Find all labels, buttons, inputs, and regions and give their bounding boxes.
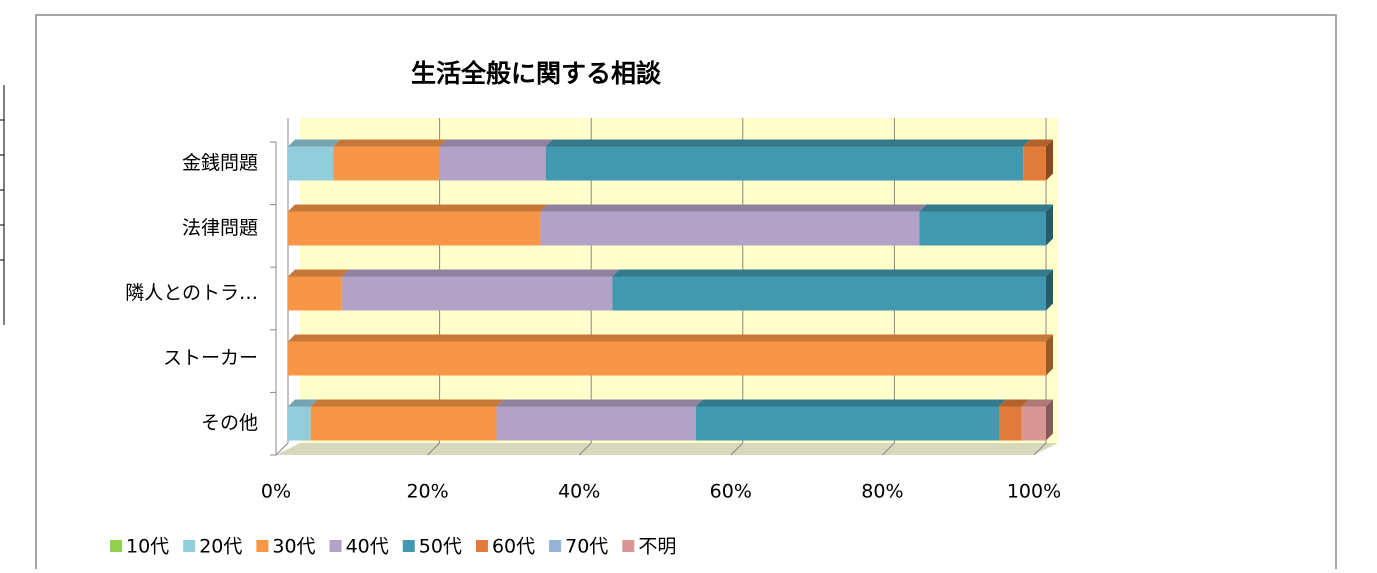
bar-top xyxy=(496,399,703,407)
legend-label: 不明 xyxy=(638,536,676,558)
bar xyxy=(612,276,1046,311)
x-tick-label: 100% xyxy=(1007,481,1061,503)
bar xyxy=(288,406,311,441)
floor xyxy=(276,443,1058,455)
bar xyxy=(540,211,920,246)
floor-grid-line xyxy=(730,442,744,456)
y-tick-label: 金銭問題 xyxy=(182,152,258,174)
bar-end xyxy=(1046,334,1053,376)
bar-top xyxy=(545,139,1031,147)
legend-label: 40代 xyxy=(346,536,389,558)
bar xyxy=(288,211,541,246)
legend-label: 30代 xyxy=(272,536,315,558)
bar xyxy=(919,211,1046,246)
y-tick-label: ストーカー xyxy=(163,347,258,369)
bar-top xyxy=(288,269,349,277)
bar xyxy=(288,146,334,181)
bar-top xyxy=(288,334,1053,342)
bar xyxy=(341,276,613,311)
bar-top xyxy=(288,399,318,407)
bar xyxy=(1021,406,1046,441)
legend-swatch xyxy=(183,540,196,552)
floor-grid-line xyxy=(427,442,440,456)
bar xyxy=(288,276,342,311)
bar xyxy=(1023,146,1046,181)
bar xyxy=(999,406,1022,441)
legend-swatch xyxy=(256,540,269,552)
bar-end xyxy=(1046,269,1053,311)
legend-swatch xyxy=(402,540,415,552)
legend-label: 50代 xyxy=(419,536,462,558)
legend-label: 70代 xyxy=(565,536,608,558)
legend-label: 20代 xyxy=(199,536,242,558)
bar-top xyxy=(695,399,1007,407)
side-table xyxy=(0,85,5,325)
bar-end xyxy=(1046,204,1053,246)
x-tick-label: 40% xyxy=(558,481,600,503)
x-tick-label: 60% xyxy=(710,481,752,503)
bar-top xyxy=(288,204,548,212)
bar-top xyxy=(288,139,341,147)
bar xyxy=(545,146,1024,181)
legend-swatch xyxy=(329,540,342,552)
legend-swatch xyxy=(622,540,635,552)
bar xyxy=(333,146,440,181)
bar-top xyxy=(1023,139,1053,147)
y-tick-label: その他 xyxy=(201,412,258,434)
y-tick-label: 隣人とのトラ… xyxy=(125,282,258,304)
legend-swatch xyxy=(549,540,562,552)
y-tick-label: 法律問題 xyxy=(182,217,258,239)
bar-top xyxy=(540,204,927,212)
bar-top xyxy=(919,204,1053,212)
floor-grid-line xyxy=(1033,442,1047,456)
bar-top xyxy=(1021,399,1053,407)
x-tick-label: 20% xyxy=(406,481,448,503)
floor-grid-line xyxy=(275,442,289,456)
bar xyxy=(439,146,546,181)
legend-swatch xyxy=(475,540,488,552)
bar-top xyxy=(999,399,1029,407)
bar-top xyxy=(612,269,1053,277)
floor-grid-line xyxy=(578,442,592,456)
bar xyxy=(310,406,497,441)
bar-top xyxy=(341,269,620,277)
bar-end xyxy=(1046,399,1053,441)
legend-label: 10代 xyxy=(126,536,169,558)
bar-top xyxy=(333,139,447,147)
chart-title: 生活全般に関する相談 xyxy=(411,59,662,88)
x-tick-label: 0% xyxy=(261,481,291,503)
x-tick-label: 80% xyxy=(861,481,903,503)
bar-top xyxy=(439,139,553,147)
legend-swatch xyxy=(110,540,122,552)
floor-grid-line xyxy=(882,442,895,456)
legend-label: 60代 xyxy=(492,536,535,558)
bar xyxy=(496,406,696,441)
bar xyxy=(288,341,1046,376)
bar-top xyxy=(310,399,504,407)
bar-end xyxy=(1046,139,1053,181)
bar xyxy=(695,406,1000,441)
